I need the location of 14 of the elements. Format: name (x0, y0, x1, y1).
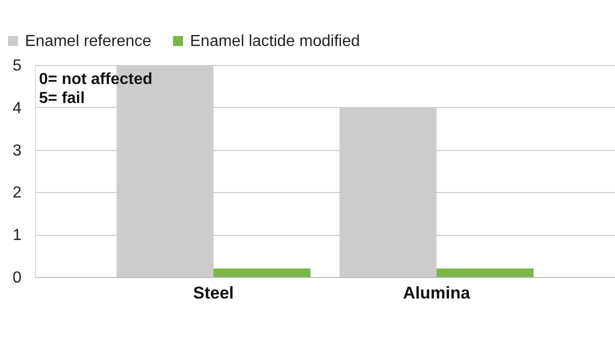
legend-label: Enamel lactide modified (190, 33, 360, 50)
y-tick-label: 2 (12, 184, 22, 202)
legend-label: Enamel reference (25, 33, 152, 50)
y-tick-label: 4 (12, 100, 22, 117)
y-tick-label: 5 (12, 58, 22, 74)
x-tick-label: Alumina (403, 284, 471, 302)
y-tick-label: 0 (12, 270, 22, 286)
y-tick-label: 3 (12, 142, 22, 160)
bar (436, 268, 534, 277)
bar (213, 268, 310, 277)
y-tick-label: 1 (12, 227, 22, 244)
annotation: 0= not affected (39, 71, 152, 88)
x-tick-label: Steel (193, 284, 234, 302)
annotation: 5= fail (39, 90, 85, 107)
